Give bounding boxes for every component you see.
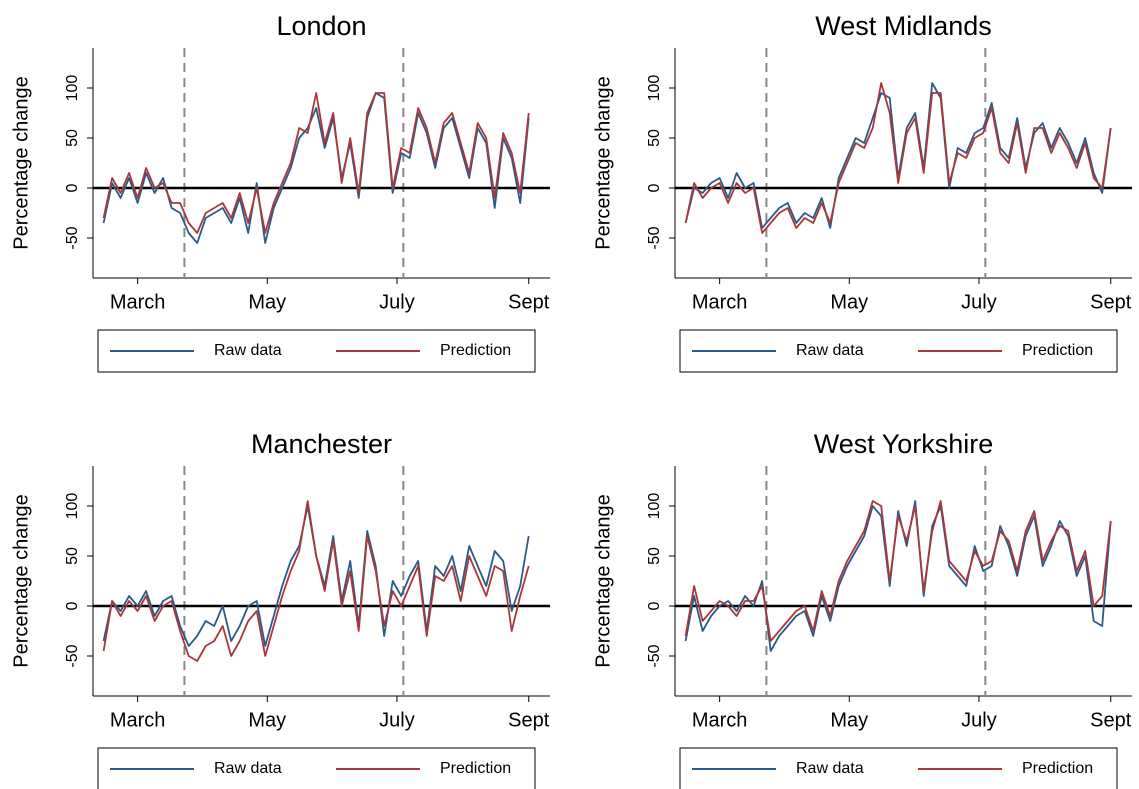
x-tick-label: March xyxy=(110,709,166,731)
x-tick-label: May xyxy=(830,709,868,731)
series-line xyxy=(684,500,1112,652)
legend-label: Raw data xyxy=(796,342,864,359)
y-tick-label: 0 xyxy=(64,601,81,610)
y-tick-label: 0 xyxy=(646,601,663,610)
panel: West Yorkshire Percentage change -50 0 50 100… xyxy=(592,429,1132,789)
series-line xyxy=(684,82,1112,234)
legend-label: Raw data xyxy=(796,760,864,777)
y-tick-label: 50 xyxy=(646,129,663,147)
legend-label: Raw data xyxy=(214,342,282,359)
x-tick-label: May xyxy=(248,291,286,313)
y-tick-label: -50 xyxy=(64,226,81,249)
y-tick-label: 100 xyxy=(64,493,81,520)
y-tick-label: 0 xyxy=(64,183,81,192)
y-tick-label: 100 xyxy=(64,75,81,102)
chart-title: West Midlands xyxy=(815,11,992,41)
x-tick-label: Sept xyxy=(508,709,550,731)
x-tick-label: July xyxy=(379,709,415,731)
y-tick-label: -50 xyxy=(646,644,663,667)
y-axis-label: Percentage change xyxy=(10,494,32,667)
y-tick-label: 50 xyxy=(646,547,663,565)
x-tick-label: March xyxy=(692,709,748,731)
x-tick-label: Sept xyxy=(1090,709,1132,731)
legend-label: Prediction xyxy=(1022,760,1093,777)
legend-label: Prediction xyxy=(440,760,511,777)
y-axis-label: Percentage change xyxy=(10,76,32,249)
series-line xyxy=(102,92,530,234)
x-tick-label: May xyxy=(830,291,868,313)
x-tick-label: Sept xyxy=(1090,291,1132,313)
y-tick-label: 100 xyxy=(646,493,663,520)
y-axis-label: Percentage change xyxy=(592,76,614,249)
legend-label: Prediction xyxy=(1022,342,1093,359)
series-line xyxy=(102,500,530,662)
x-tick-label: Sept xyxy=(508,291,550,313)
x-tick-label: July xyxy=(961,709,997,731)
chart-title: London xyxy=(276,11,366,41)
y-tick-label: 50 xyxy=(64,129,81,147)
chart-title: West Yorkshire xyxy=(814,429,994,459)
x-tick-label: May xyxy=(248,709,286,731)
chart-title: Manchester xyxy=(251,429,392,459)
panel: London Percentage change -50 0 50 100 March May… xyxy=(10,11,550,373)
y-tick-label: 0 xyxy=(646,183,663,192)
legend-label: Prediction xyxy=(440,342,511,359)
series-line xyxy=(102,92,530,244)
legend-label: Raw data xyxy=(214,760,282,777)
panel: West Midlands Percentage change -50 0 50 100 M… xyxy=(592,11,1132,373)
x-tick-label: July xyxy=(379,291,415,313)
y-tick-label: -50 xyxy=(64,644,81,667)
y-axis-label: Percentage change xyxy=(592,494,614,667)
x-tick-label: March xyxy=(110,291,166,313)
y-tick-label: -50 xyxy=(646,226,663,249)
series-line xyxy=(684,500,1112,642)
x-tick-label: March xyxy=(692,291,748,313)
y-tick-label: 50 xyxy=(64,547,81,565)
series-line xyxy=(684,82,1112,229)
x-tick-label: July xyxy=(961,291,997,313)
panel: Manchester Percentage change -50 0 50 100 Marc… xyxy=(10,429,550,789)
y-tick-label: 100 xyxy=(646,75,663,102)
